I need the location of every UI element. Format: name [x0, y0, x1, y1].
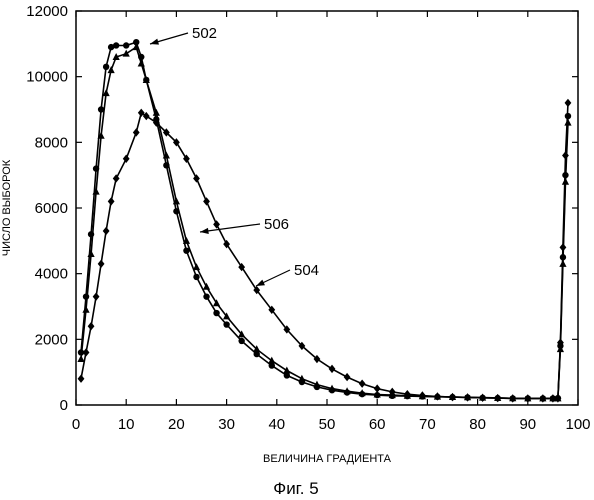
data-point-504 [103, 227, 110, 235]
callout-label-506: 506 [264, 216, 289, 233]
data-point-504 [329, 365, 336, 373]
data-point-502 [113, 42, 119, 48]
data-point-504 [464, 393, 471, 401]
data-point-502 [213, 310, 219, 316]
data-point-504 [449, 393, 456, 401]
data-point-502 [223, 321, 229, 327]
data-point-502 [103, 64, 109, 70]
data-point-506 [77, 355, 84, 362]
data-point-504 [479, 394, 486, 402]
data-point-502 [123, 42, 129, 48]
callout-label-502: 502 [192, 25, 217, 42]
callout-arrowhead-506 [200, 228, 209, 234]
callout-arrowhead-504 [256, 280, 265, 286]
x-tick-label: 80 [469, 416, 486, 433]
data-point-506 [193, 263, 200, 270]
y-tick-label: 4000 [35, 266, 68, 283]
axis-layer [76, 11, 578, 405]
data-point-504 [344, 373, 351, 381]
y-tick-label: 10000 [26, 69, 68, 86]
x-tick-label: 20 [168, 416, 185, 433]
y-tick-label: 12000 [26, 3, 68, 20]
data-point-504 [108, 197, 115, 205]
data-point-506 [92, 188, 99, 195]
figure-caption: Фиг. 5 [273, 479, 318, 498]
data-point-506 [82, 306, 89, 313]
series-layer [77, 39, 571, 403]
data-point-502 [83, 293, 89, 299]
data-point-506 [123, 50, 130, 57]
y-tick-label: 8000 [35, 134, 68, 151]
x-tick-label: 70 [419, 416, 436, 433]
data-point-504 [78, 375, 85, 383]
data-point-504 [560, 243, 567, 251]
data-point-504 [509, 394, 516, 402]
plot-frame [76, 11, 578, 405]
data-point-506 [133, 43, 140, 50]
x-tick-label: 50 [319, 416, 336, 433]
y-axis-title: ЧИСЛО ВЫБОРОК [1, 159, 13, 256]
data-point-504 [565, 99, 572, 107]
data-point-506 [138, 60, 145, 67]
data-point-504 [93, 292, 100, 300]
data-point-504 [83, 348, 90, 356]
x-tick-label: 100 [565, 416, 590, 433]
x-tick-label: 0 [72, 416, 80, 433]
callout-label-504: 504 [294, 262, 319, 279]
data-point-504 [123, 155, 130, 163]
y-tick-label: 6000 [35, 200, 68, 217]
data-point-504 [562, 151, 569, 159]
data-point-506 [87, 250, 94, 257]
callout-arrowhead-502 [150, 39, 159, 45]
data-point-504 [374, 384, 381, 392]
x-tick-label: 10 [118, 416, 135, 433]
x-tick-label: 30 [218, 416, 235, 433]
data-point-504 [133, 128, 140, 136]
series-line-506 [81, 47, 568, 398]
y-tick-label: 0 [60, 397, 68, 414]
data-point-506 [268, 357, 275, 364]
data-point-502 [193, 274, 199, 280]
data-point-504 [359, 379, 366, 387]
data-point-504 [98, 260, 105, 268]
y-tick-label: 2000 [35, 331, 68, 348]
series-line-502 [81, 42, 568, 398]
x-tick-label: 60 [369, 416, 386, 433]
data-point-504 [88, 322, 95, 330]
data-point-506 [203, 283, 210, 290]
x-axis-title: ВЕЛИЧИНА ГРАДИЕНТА [263, 453, 392, 465]
data-point-506 [283, 367, 290, 374]
data-point-502 [238, 338, 244, 344]
data-point-504 [494, 394, 501, 402]
data-point-502 [203, 293, 209, 299]
x-tick-label: 90 [519, 416, 536, 433]
data-point-504 [203, 197, 210, 205]
x-tick-label: 40 [268, 416, 285, 433]
callout-leader-506 [200, 224, 260, 232]
series-line-504 [81, 103, 568, 399]
